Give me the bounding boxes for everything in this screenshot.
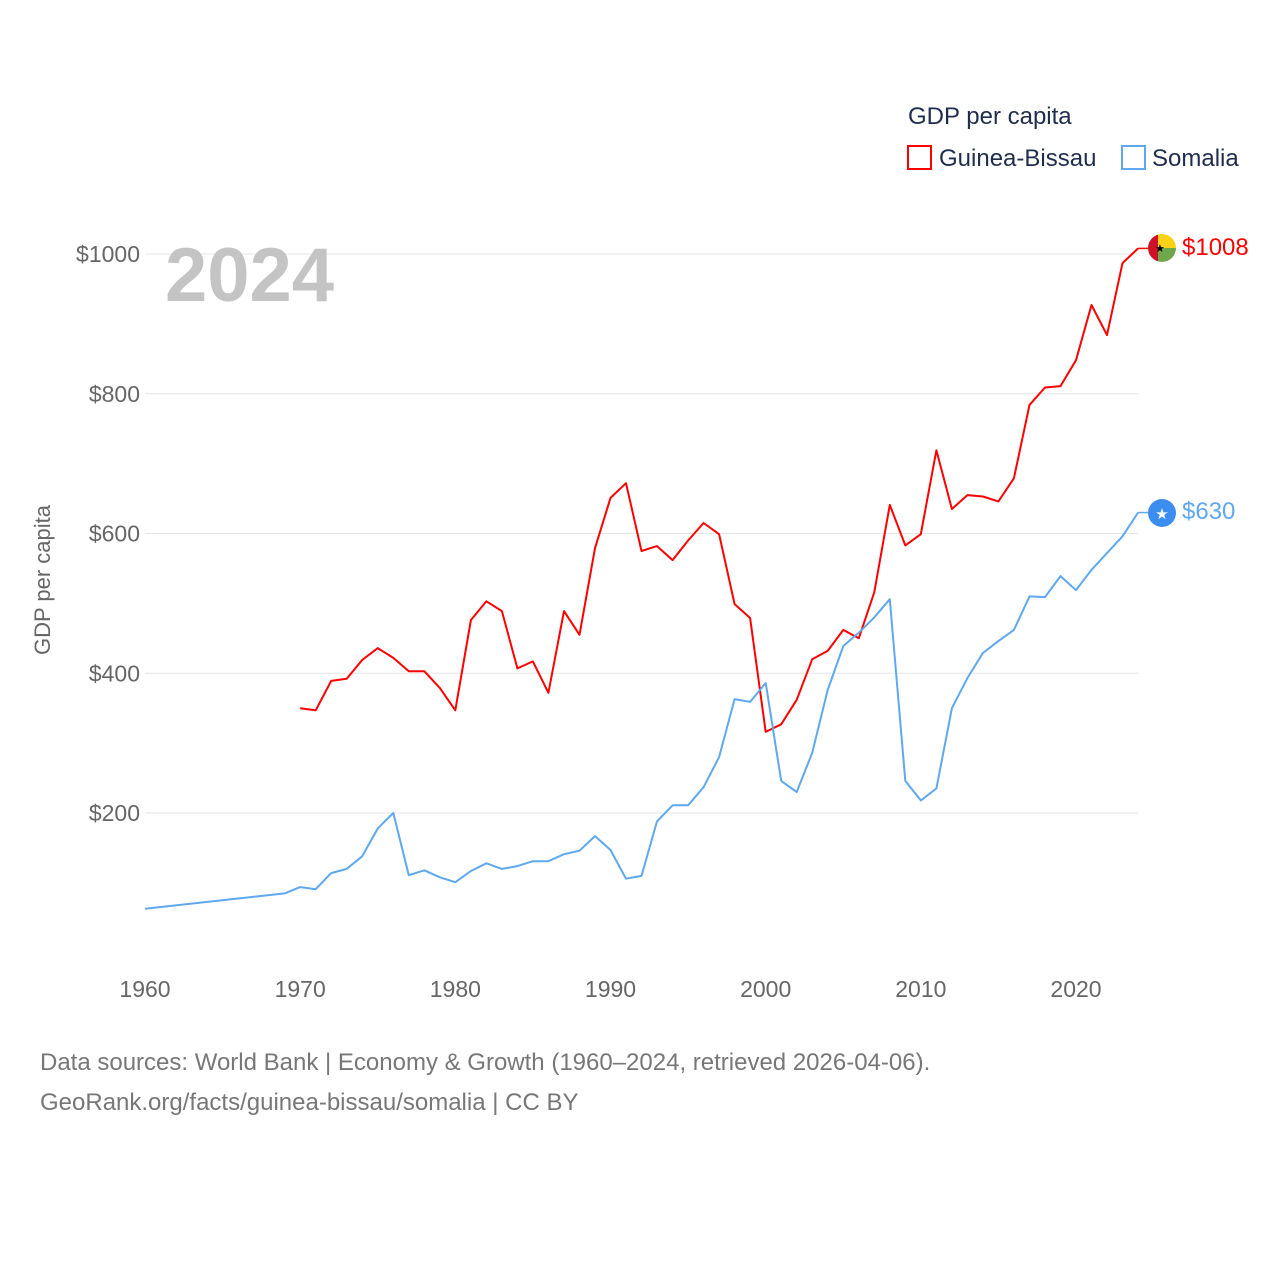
legend-swatch-somalia (1121, 145, 1146, 170)
somalia-end-label: $630 (1182, 498, 1235, 525)
somalia-flag-icon: ★ (1148, 499, 1176, 527)
series-lines (144, 247, 1148, 910)
guinea-bissau-line (300, 247, 1139, 733)
y-axis-ticks: $200 $400 $600 $800 $1000 (76, 241, 140, 826)
y-tick-label: $600 (89, 521, 140, 547)
y-tick-label: $400 (89, 660, 140, 686)
x-tick-label: 2010 (895, 976, 946, 1002)
svg-text:★: ★ (1155, 506, 1168, 523)
svg-text:★: ★ (1155, 243, 1165, 255)
x-tick-label: 2020 (1050, 976, 1101, 1002)
guinea-bissau-end-label: $1008 (1182, 234, 1249, 261)
gridlines (145, 253, 1138, 814)
footer: Data sources: World Bank | Economy & Gro… (40, 1043, 930, 1123)
x-tick-label: 1960 (119, 976, 170, 1002)
somalia-line (144, 511, 1139, 910)
x-tick-label: 1980 (430, 976, 481, 1002)
y-tick-label: $200 (89, 800, 140, 826)
y-tick-label: $800 (89, 381, 140, 407)
x-tick-label: 2000 (740, 976, 791, 1002)
legend: GDP per capita Guinea-Bissau Somalia (907, 103, 1239, 172)
source-link[interactable]: GeoRank.org/facts/guinea-bissau/somalia … (40, 1089, 579, 1116)
year-label: 2024 (165, 233, 334, 318)
guinea-bissau-flag-icon: ★ (1148, 234, 1176, 262)
data-source-text: Data sources: World Bank | Economy & Gro… (40, 1049, 931, 1076)
legend-title: GDP per capita (908, 103, 1072, 130)
y-tick-label: $1000 (76, 241, 140, 267)
legend-label-guinea-bissau: Guinea-Bissau (939, 145, 1096, 172)
legend-swatch-guinea-bissau (907, 145, 932, 170)
x-axis-ticks: 1960 1970 1980 1990 2000 2010 2020 (119, 976, 1101, 1002)
y-axis-label: GDP per capita (30, 504, 55, 655)
x-tick-label: 1990 (585, 976, 636, 1002)
legend-label-somalia: Somalia (1152, 145, 1239, 172)
end-markers: ★ ★ (1148, 234, 1176, 527)
x-tick-label: 1970 (275, 976, 326, 1002)
